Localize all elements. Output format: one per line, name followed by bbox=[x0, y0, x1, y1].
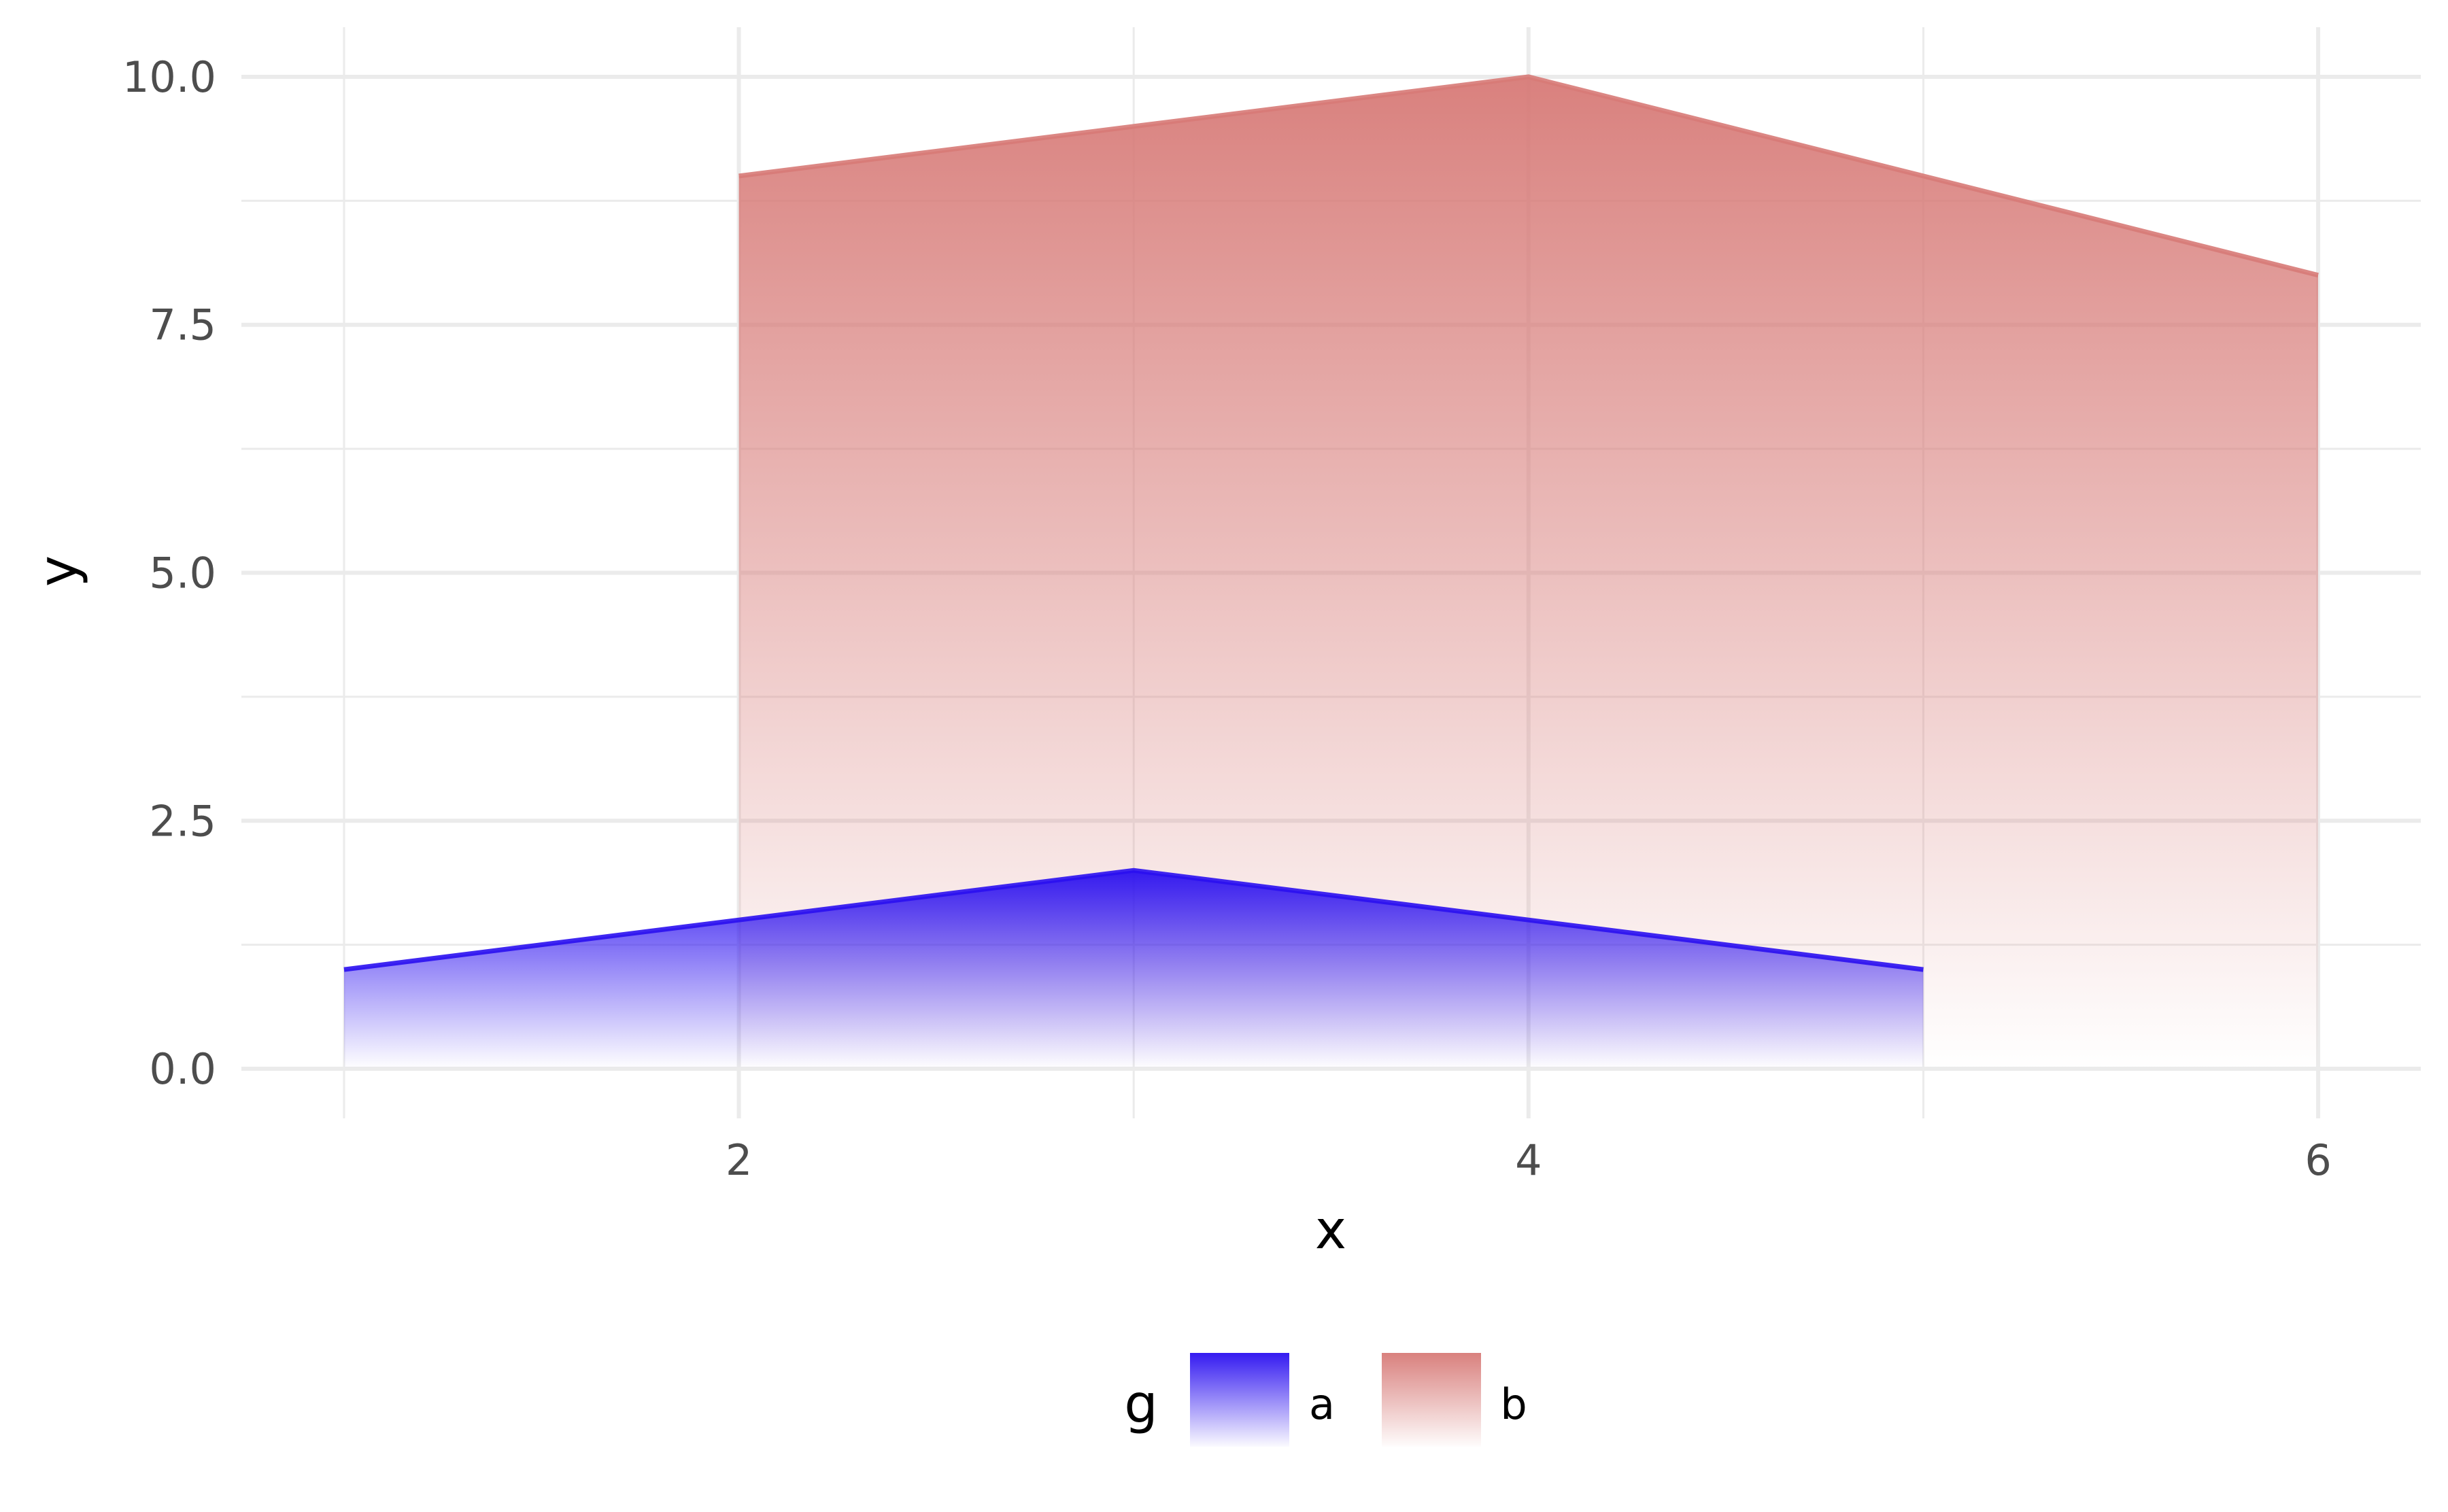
x-axis-title: x bbox=[1315, 1200, 1346, 1261]
series-areas bbox=[343, 74, 2319, 1069]
y-tick-label: 0.0 bbox=[149, 1044, 216, 1094]
x-tick-label: 4 bbox=[1515, 1135, 1542, 1185]
x-tick-label: 2 bbox=[726, 1135, 752, 1185]
y-tick-label: 10.0 bbox=[122, 52, 216, 102]
axes: 0.0 2.5 5.0 7.5 10.0 2 4 6 bbox=[122, 52, 2332, 1185]
y-axis-title: y bbox=[28, 555, 89, 587]
legend-label-b: b bbox=[1500, 1379, 1527, 1429]
area-series-b bbox=[738, 76, 2319, 1069]
legend-title: g bbox=[1124, 1374, 1158, 1435]
y-tick-label: 7.5 bbox=[149, 300, 216, 350]
legend-label-a: a bbox=[1309, 1379, 1335, 1429]
legend-key-b bbox=[1382, 1353, 1481, 1447]
legend-key-a bbox=[1190, 1353, 1289, 1447]
y-tick-label: 2.5 bbox=[149, 796, 216, 846]
y-tick-label: 5.0 bbox=[149, 549, 216, 598]
x-tick-label: 6 bbox=[2305, 1135, 2331, 1185]
